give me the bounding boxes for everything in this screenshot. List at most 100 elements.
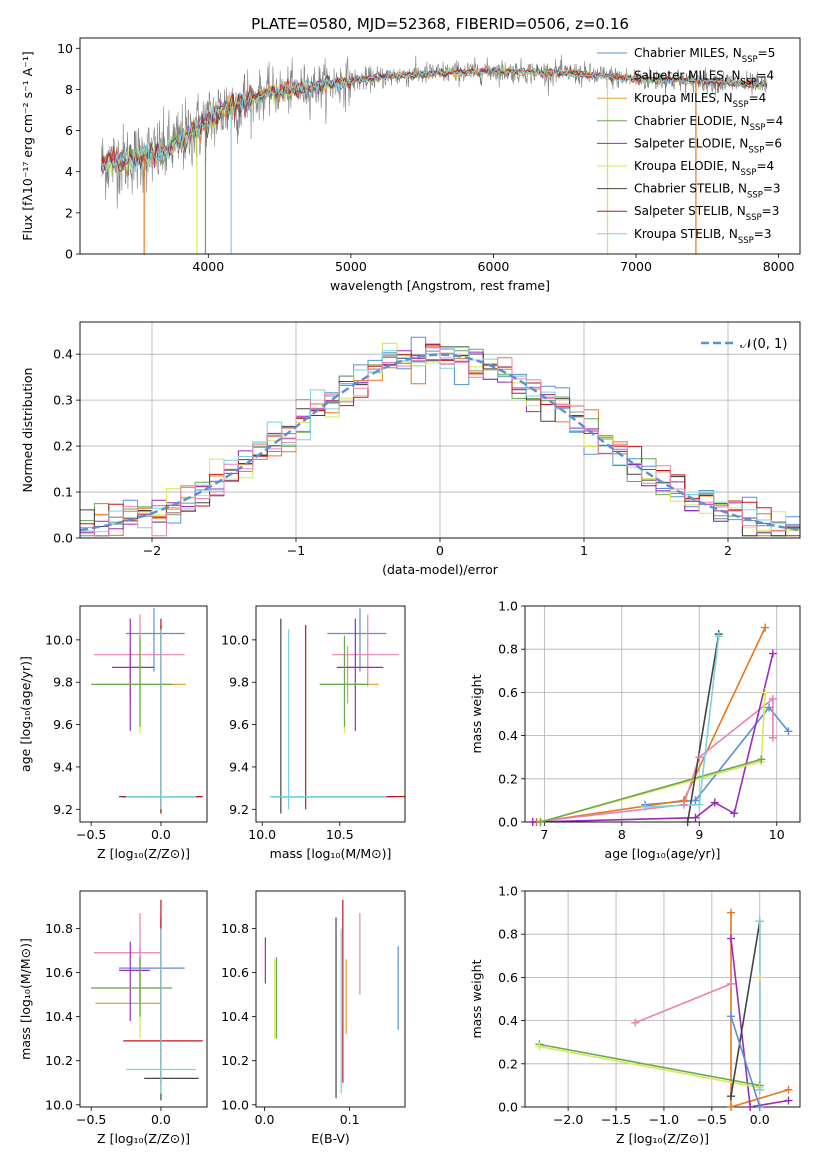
x-tick-label: 0.0 <box>750 1112 770 1127</box>
plot-area <box>91 899 203 1101</box>
legend-label: Chabrier STELIB, NSSP=3 <box>634 182 781 201</box>
y-tick-label: 0.8 <box>498 642 518 657</box>
mass-weight-marker <box>727 1092 736 1101</box>
y-tick-label: 0.2 <box>498 771 518 786</box>
legend-label: Salpeter ELODIE, NSSP=6 <box>634 136 782 155</box>
y-tick-label: 10.6 <box>221 965 249 980</box>
y-tick-label: 8 <box>65 82 73 97</box>
y-tick-label: 9.6 <box>53 717 73 732</box>
legend-subscript: SSP <box>747 191 763 201</box>
mass-weight-line <box>539 977 761 1089</box>
x-tick-label: 10.5 <box>326 827 354 842</box>
axes-frame <box>79 890 208 1108</box>
mass-weight-marker <box>536 818 545 826</box>
mass-weight-marker <box>746 1103 755 1111</box>
y-tick-label: 10.0 <box>45 632 73 647</box>
y-axis-label: age [log₁₀(age/yr)] <box>18 656 33 772</box>
x-tick-label: 5000 <box>335 259 367 274</box>
mass-weight-marker <box>755 973 764 982</box>
x-tick-label: 0.0 <box>151 1112 171 1127</box>
mass-weight-marker <box>755 1085 764 1094</box>
x-tick-label: 0.0 <box>151 827 171 842</box>
plot-area <box>532 627 790 822</box>
residuals-panel: −2 −1 0 1 2 0.0 0.1 0.2 0.3 0.4 (data-model)/error… <box>20 321 801 577</box>
age-vs-mass-panel: 10.0 10.5 9.2 9.4 9.6 9.8 10.0 mass [log₁₀(M/M⊙… <box>221 605 406 861</box>
mass-weight-marker <box>727 979 736 988</box>
x-axis-label: mass [log₁₀(M/M⊙)] <box>270 846 392 861</box>
y-tick-label: 0.3 <box>53 393 73 408</box>
mass-weight-marker <box>727 1012 736 1021</box>
mass-weight-marker <box>528 818 537 826</box>
y-tick-label: 2 <box>65 205 73 220</box>
mass-weight-line <box>540 692 766 822</box>
mass-weight-marker <box>679 800 688 809</box>
y-tick-label: 9.6 <box>229 717 249 732</box>
mass-weight-marker <box>755 1103 764 1111</box>
mass-weight-line <box>730 912 789 1107</box>
gaussian-curve <box>80 353 800 532</box>
y-tick-label: 0.4 <box>498 728 518 743</box>
mass-weight-line <box>634 983 732 1024</box>
mass-weight-line <box>532 653 774 822</box>
mass-weight-marker <box>535 1042 544 1051</box>
mass-weight-marker <box>768 649 777 658</box>
mass-weight-marker <box>761 623 770 632</box>
y-tick-label: 1.0 <box>498 599 518 614</box>
y-tick-label: 0.4 <box>53 347 73 362</box>
y-tick-label: 0.1 <box>53 485 73 500</box>
mass-weight-line <box>540 758 762 822</box>
y-tick-label: 10.8 <box>45 921 73 936</box>
mass-weight-marker <box>641 802 650 811</box>
mass-weight-marker <box>695 753 704 762</box>
mass-weight-vs-age-panel: 7 8 9 10 0.0 0.2 0.4 0.6 0.8 1.0 age [log₁₀(age/yr… <box>469 599 801 861</box>
legend-subscript: SSP <box>748 145 764 155</box>
mass-weight-marker <box>683 818 692 826</box>
y-tick-label: 0.2 <box>498 1056 518 1071</box>
y-tick-label: 10.6 <box>45 965 73 980</box>
legend-label: Chabrier ELODIE, NSSP=4 <box>634 114 783 133</box>
legend-subscript: SSP <box>746 213 762 223</box>
mass-weight-line <box>730 1016 761 1107</box>
legend-subscript: SSP <box>738 236 754 246</box>
y-tick-label: 0.2 <box>53 439 73 454</box>
y-tick-label: 4 <box>65 164 73 179</box>
x-tick-label: 6000 <box>478 259 510 274</box>
mass-weight-line <box>645 706 790 806</box>
x-tick-label: 9 <box>695 827 703 842</box>
y-tick-label: 10.0 <box>45 1097 73 1112</box>
x-tick-label: 0.1 <box>340 1112 360 1127</box>
x-tick-label: 10.0 <box>248 827 276 842</box>
mass-weight-vs-Z-panel: −2.0 −1.5 −1.0 −0.5 0.0 0.0 0.2 0.4 0.6 0.8 1.0 Z [… <box>469 884 801 1146</box>
y-tick-label: 10.4 <box>45 1009 73 1024</box>
x-tick-label: 1 <box>580 543 588 558</box>
x-axis-label: Z [log₁₀(Z/Z⊙)] <box>97 846 190 861</box>
spectrum-model-line <box>101 66 768 173</box>
mass-weight-marker <box>784 1085 793 1094</box>
x-axis-label: Z [log₁₀(Z/Z⊙)] <box>616 1131 709 1146</box>
mass-weight-marker <box>727 1103 736 1111</box>
axes-frame <box>79 37 801 255</box>
y-tick-label: 1.0 <box>498 884 518 899</box>
y-tick-label: 9.2 <box>53 802 73 817</box>
y-axis-label: mass weight <box>469 674 484 753</box>
x-tick-label: −1.0 <box>649 1112 679 1127</box>
mass-weight-marker <box>755 917 764 926</box>
residual-histogram <box>80 347 800 537</box>
legend-subscript: SSP <box>750 123 766 133</box>
x-tick-label: 0.0 <box>255 1112 275 1127</box>
mass-weight-marker <box>784 727 793 736</box>
y-tick-label: 0.6 <box>498 970 518 985</box>
mass-weight-marker <box>727 934 736 943</box>
x-tick-label: 2 <box>724 543 732 558</box>
legend-subscript: SSP <box>741 78 757 88</box>
legend-label: Salpeter STELIB, NSSP=3 <box>634 204 779 223</box>
mass-weight-marker <box>691 813 700 822</box>
x-tick-label: 8 <box>618 827 626 842</box>
y-tick-label: 9.4 <box>53 759 73 774</box>
legend-subscript: SSP <box>741 168 757 178</box>
mass-weight-marker <box>784 1096 793 1105</box>
y-axis-label: Flux [fλ10⁻¹⁷ erg cm⁻² s⁻¹ A⁻¹] <box>20 51 35 240</box>
y-tick-label: 9.2 <box>229 802 249 817</box>
y-tick-label: 0 <box>65 247 73 262</box>
